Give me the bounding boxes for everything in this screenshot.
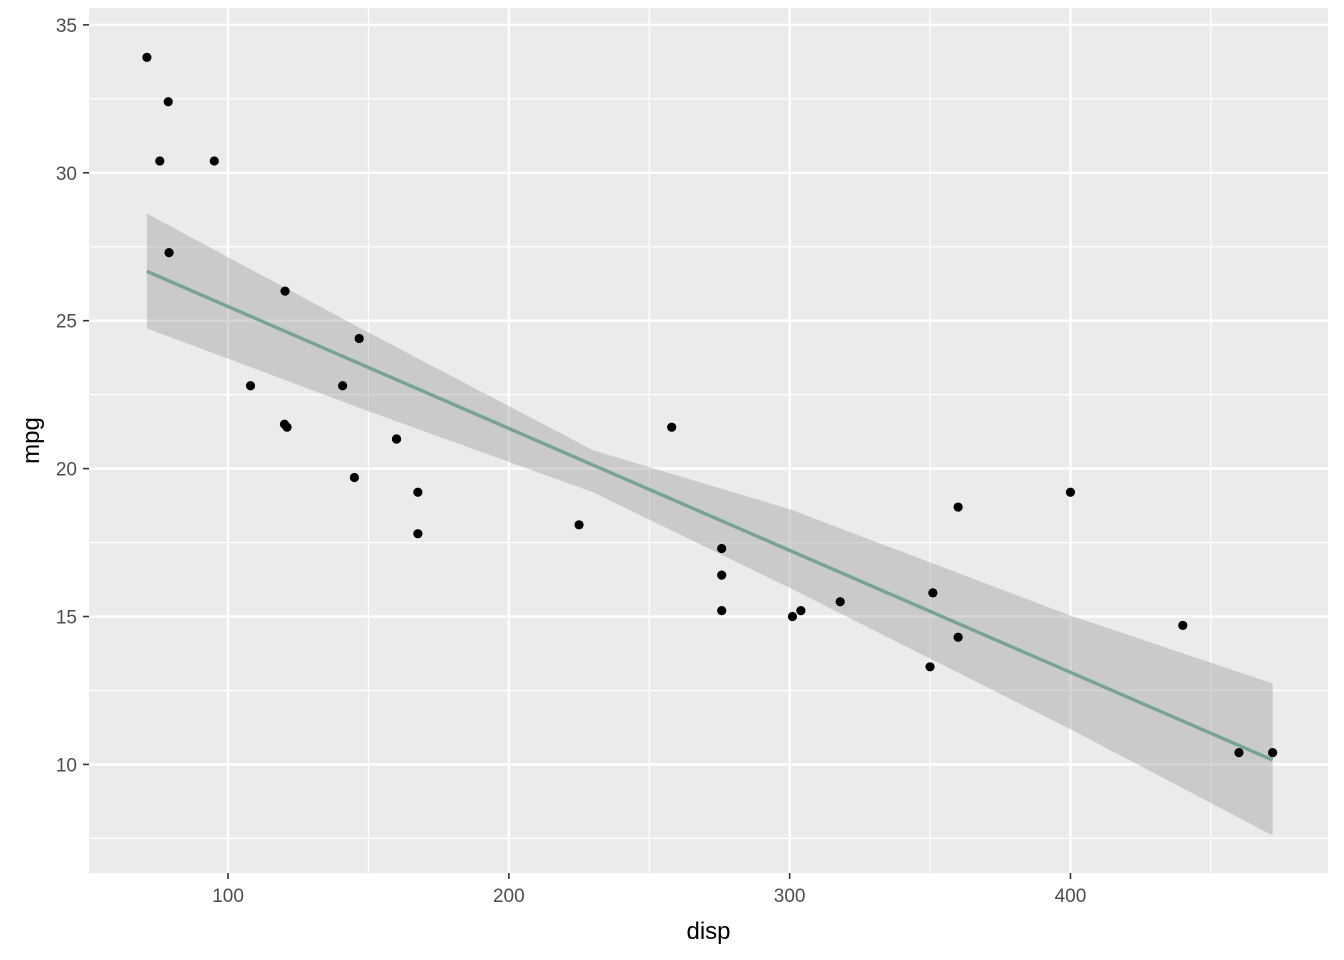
- points-layer: [142, 52, 1278, 758]
- data-point: [245, 381, 256, 391]
- data-point: [155, 156, 165, 166]
- y-tick-label: 15: [56, 608, 77, 629]
- minor-gridlines: [89, 8, 1328, 873]
- data-point: [717, 543, 727, 554]
- data-point: [391, 434, 402, 444]
- data-point: [349, 472, 360, 483]
- y-tick-label: 30: [56, 164, 77, 185]
- plot-panel: [89, 8, 1328, 873]
- data-point: [953, 502, 963, 512]
- data-point: [338, 381, 348, 391]
- data-point: [163, 97, 173, 107]
- data-point: [796, 606, 806, 616]
- data-point: [280, 286, 290, 296]
- confidence-band-layer: [146, 213, 1273, 836]
- data-point: [928, 588, 938, 598]
- x-tick-label: 100: [212, 886, 244, 907]
- x-tick-label: 300: [774, 886, 806, 907]
- data-point: [1178, 620, 1188, 630]
- y-tick-label: 10: [56, 755, 77, 776]
- confidence-band: [146, 213, 1273, 836]
- data-point: [925, 662, 935, 672]
- data-point: [164, 248, 174, 258]
- data-point: [209, 156, 219, 166]
- x-axis-title: disp: [686, 918, 730, 945]
- y-tick-label: 25: [56, 312, 77, 333]
- y-tick-label: 20: [56, 460, 77, 481]
- data-point: [142, 52, 152, 63]
- data-point: [354, 333, 364, 344]
- x-axis: 100 200 300 400: [212, 873, 1086, 907]
- x-tick-label: 400: [1055, 886, 1087, 907]
- data-point: [717, 606, 727, 616]
- data-point: [667, 422, 677, 432]
- data-point: [717, 570, 727, 580]
- data-point: [835, 597, 845, 607]
- y-tick-label: 35: [56, 16, 77, 37]
- data-point: [1234, 747, 1244, 758]
- y-axis-title: mpg: [18, 417, 45, 464]
- fit-line: [146, 269, 1274, 762]
- data-point: [953, 632, 963, 642]
- data-point: [1065, 487, 1076, 497]
- fit-line-layer: [146, 269, 1274, 762]
- data-point: [787, 611, 798, 622]
- data-point: [413, 487, 423, 497]
- y-axis: 10 15 20 25 30 35: [56, 16, 89, 776]
- x-tick-label: 200: [493, 886, 525, 907]
- major-gridlines: [89, 8, 1328, 873]
- data-point: [1268, 747, 1278, 758]
- data-point: [574, 520, 584, 530]
- data-point: [413, 529, 423, 539]
- data-point: [282, 422, 292, 432]
